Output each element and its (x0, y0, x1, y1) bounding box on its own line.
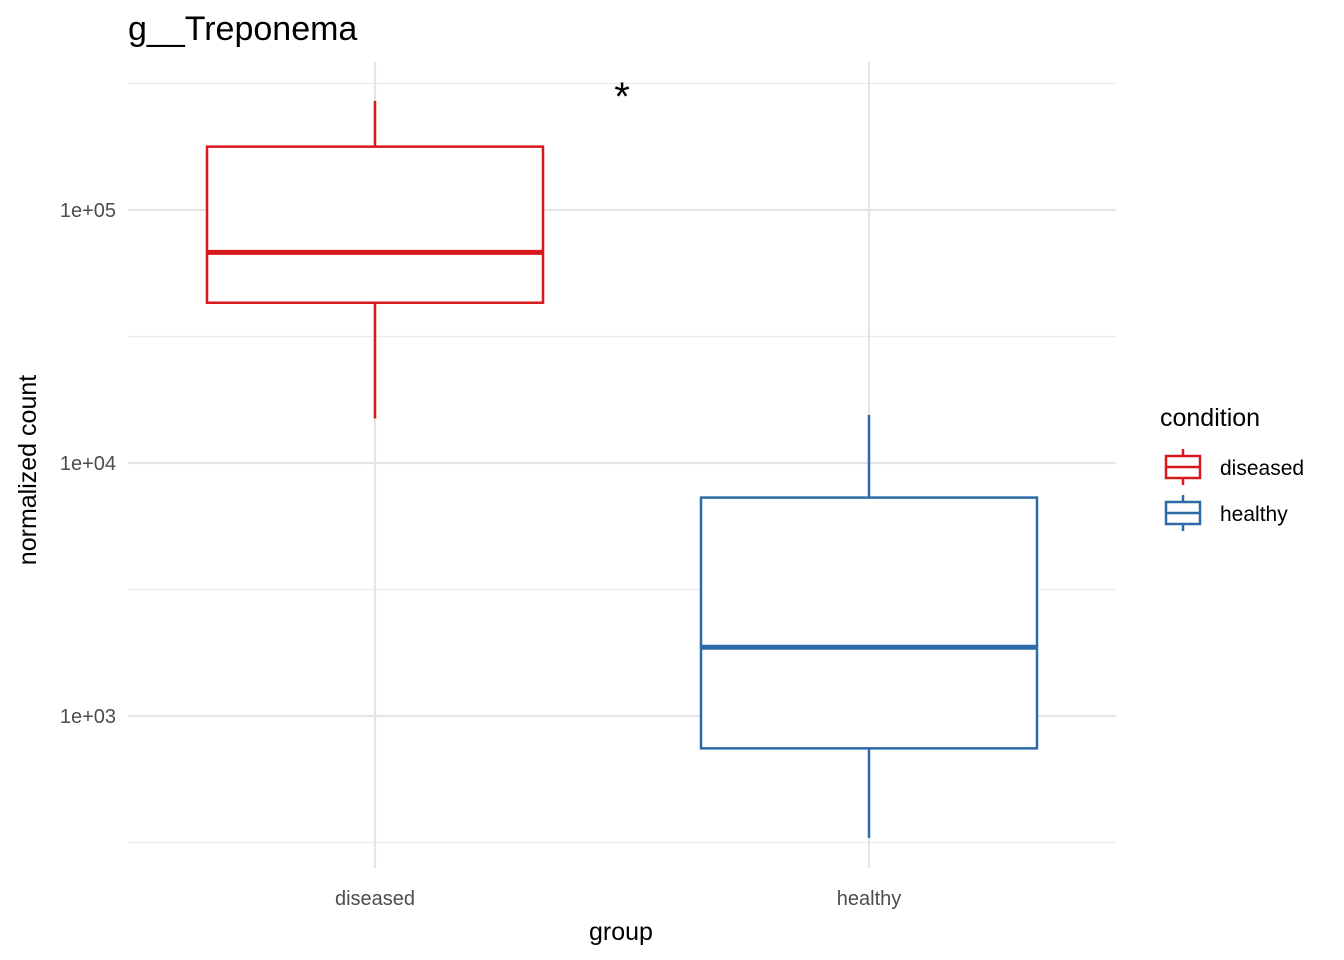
x-axis-title: group (589, 918, 653, 946)
significance-annotation: * (614, 75, 630, 119)
boxes (205, 100, 1039, 838)
chart-title: g__Treponema (128, 10, 357, 48)
legend-item-label: healthy (1220, 503, 1288, 526)
y-axis-title: normalized count (14, 375, 42, 565)
y-tick-label: 1e+04 (60, 453, 116, 475)
legend-items: diseased healthy (1164, 449, 1304, 531)
box-diseased (205, 100, 545, 419)
x-tick-label: diseased (335, 888, 415, 910)
legend-item-healthy: healthy (1164, 495, 1288, 531)
x-tick-label: healthy (837, 888, 902, 910)
legend-item-label: diseased (1220, 457, 1304, 480)
box-iqr (699, 496, 1039, 750)
y-tick-label: 1e+03 (60, 706, 116, 728)
y-tick-label: 1e+05 (60, 200, 116, 222)
box-iqr (205, 145, 545, 304)
legend-item-diseased: diseased (1164, 449, 1304, 485)
box-healthy (699, 414, 1039, 838)
axis-labels: 1e+03 1e+04 1e+05 diseased healthy (60, 200, 901, 910)
legend: condition diseased healthy (1160, 404, 1304, 531)
legend-title: condition (1160, 404, 1260, 432)
